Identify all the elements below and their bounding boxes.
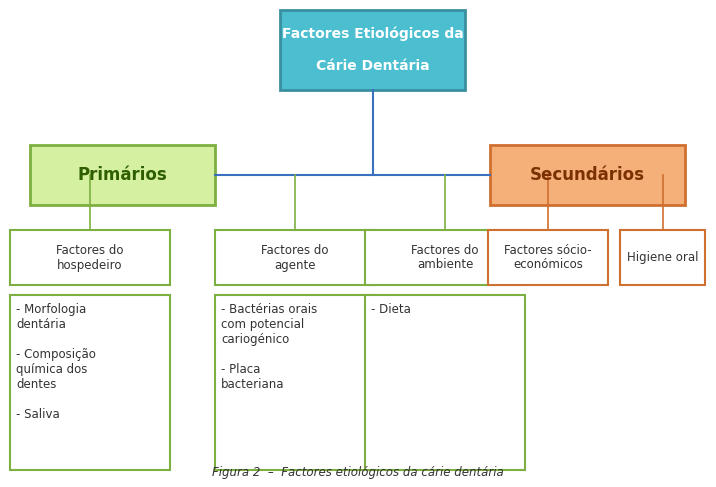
- FancyBboxPatch shape: [280, 10, 465, 90]
- FancyBboxPatch shape: [10, 295, 170, 470]
- FancyBboxPatch shape: [10, 230, 170, 285]
- FancyBboxPatch shape: [488, 230, 608, 285]
- Text: Figura 2  –  Factores etiológicos da cárie dentária: Figura 2 – Factores etiológicos da cárie…: [212, 466, 504, 479]
- Text: Factores do
agente: Factores do agente: [261, 244, 329, 271]
- Text: - Morfologia
dentária

- Composição
química dos
dentes

- Saliva: - Morfologia dentária - Composição quími…: [16, 303, 96, 421]
- FancyBboxPatch shape: [30, 145, 215, 205]
- FancyBboxPatch shape: [490, 145, 685, 205]
- FancyBboxPatch shape: [365, 295, 525, 470]
- Text: Factores do
hospedeiro: Factores do hospedeiro: [57, 244, 124, 271]
- FancyBboxPatch shape: [365, 230, 525, 285]
- Text: Secundários: Secundários: [530, 166, 645, 184]
- Text: Factores do
ambiente: Factores do ambiente: [411, 244, 479, 271]
- Text: Factores Etiológicos da

Cárie Dentária: Factores Etiológicos da Cárie Dentária: [281, 27, 463, 74]
- Text: Primários: Primários: [77, 166, 168, 184]
- Text: Higiene oral: Higiene oral: [626, 251, 698, 264]
- Text: Factores sócio-
económicos: Factores sócio- económicos: [504, 244, 592, 271]
- FancyBboxPatch shape: [215, 295, 375, 470]
- FancyBboxPatch shape: [215, 230, 375, 285]
- FancyBboxPatch shape: [620, 230, 705, 285]
- Text: - Dieta: - Dieta: [371, 303, 411, 316]
- Text: - Bactérias orais
com potencial
cariogénico

- Placa
bacteriana: - Bactérias orais com potencial cariogén…: [221, 303, 317, 391]
